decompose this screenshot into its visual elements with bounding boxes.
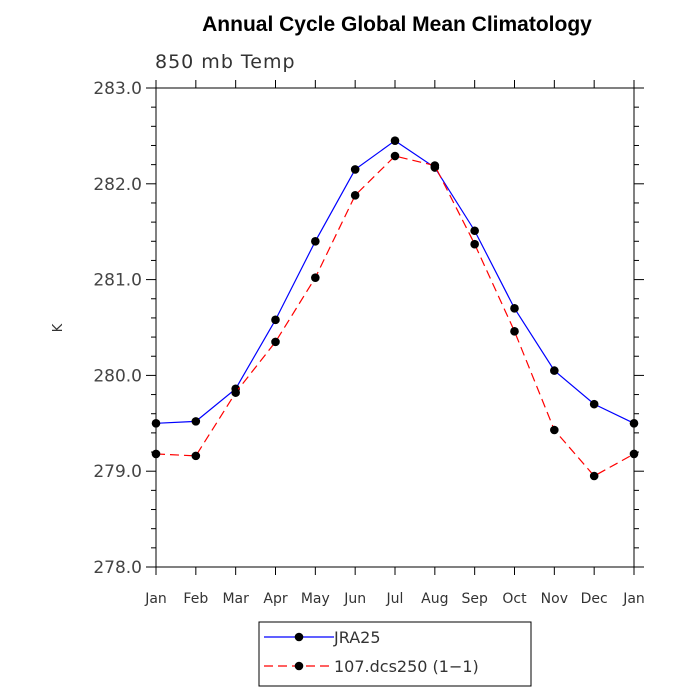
series-0-point — [510, 304, 519, 313]
y-tick-label: 281.0 — [93, 271, 142, 291]
chart-title: Annual Cycle Global Mean Climatology — [202, 13, 592, 36]
legend: JRA25 107.dcs250 (1−1) — [258, 621, 532, 687]
legend-label-0: JRA25 — [333, 628, 381, 647]
series-1-point — [191, 451, 201, 461]
chart-subtitle: 850 mb Temp — [155, 51, 296, 73]
x-tick-label: Mar — [222, 591, 249, 607]
series-1-point — [550, 425, 559, 435]
y-tick-label: 283.0 — [93, 79, 142, 99]
series-0-point — [589, 399, 599, 409]
y-tick-label: 279.0 — [93, 462, 142, 482]
series-1-point — [430, 161, 440, 170]
y-tick-label: 280.0 — [93, 366, 142, 386]
y-axis-label: K — [51, 323, 66, 332]
series-group — [151, 136, 639, 481]
series-1-point — [231, 388, 240, 397]
y-tick-label: 282.0 — [93, 175, 142, 195]
x-tick-label: Dec — [581, 591, 608, 607]
series-line-0 — [155, 139, 635, 424]
legend-label-1: 107.dcs250 (1−1) — [334, 657, 479, 676]
series-1-point — [470, 239, 479, 249]
legend-box — [258, 621, 532, 687]
series-1-point — [350, 190, 360, 200]
axes: 278.0 279.0 280.0 281.0 282.0 283.0 Jan Feb Mar A… — [93, 79, 644, 607]
x-tick-label: Jun — [343, 591, 366, 607]
series-0-point — [470, 226, 479, 236]
series-1-point — [510, 327, 519, 336]
series-line-1 — [155, 155, 635, 477]
x-tick-label: Apr — [263, 591, 287, 607]
series-1-point — [311, 273, 320, 282]
x-tick-label: Jan — [622, 591, 645, 607]
series-1-point — [390, 151, 400, 161]
x-tick-label: Jan — [144, 591, 167, 607]
x-tick-label: Nov — [541, 591, 568, 607]
y-tick-label: 278.0 — [93, 558, 142, 578]
series-0-point — [629, 419, 639, 428]
series-0-point — [390, 136, 400, 145]
series-1-point — [151, 449, 161, 459]
x-tick-label: Aug — [421, 591, 448, 607]
series-1-point — [271, 337, 280, 347]
x-tick-label: Feb — [183, 591, 208, 607]
x-tick-label: Oct — [502, 591, 527, 607]
legend-marker-1 — [294, 661, 304, 671]
series-1-point — [629, 449, 639, 459]
x-tick-label: Jul — [386, 591, 404, 607]
series-0-point — [271, 315, 280, 325]
x-tick-label: May — [301, 591, 330, 607]
legend-marker-0 — [294, 632, 304, 642]
series-0-point — [151, 419, 161, 428]
series-0-point — [550, 366, 559, 375]
series-0-point — [311, 236, 320, 246]
series-1-point — [589, 471, 599, 481]
x-tick-label: Sep — [461, 591, 488, 607]
series-0-point — [191, 417, 201, 426]
series-0-point — [350, 165, 360, 174]
